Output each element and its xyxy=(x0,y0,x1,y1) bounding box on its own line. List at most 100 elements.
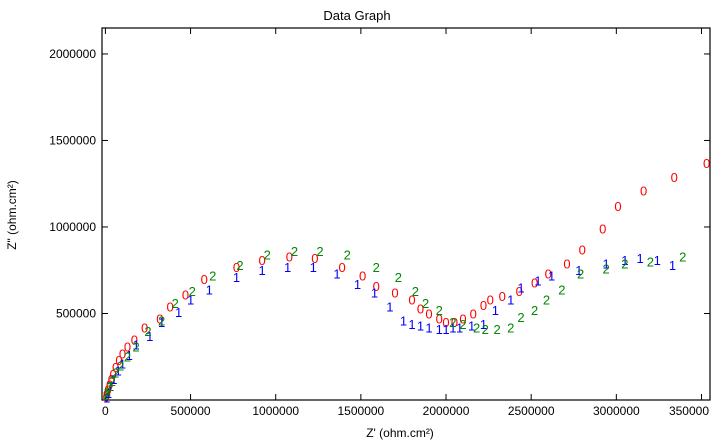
data-point-2: 2 xyxy=(344,248,351,263)
data-point-2: 2 xyxy=(482,322,489,337)
x-tick-label: 3000000 xyxy=(593,404,640,418)
data-point-2: 2 xyxy=(103,388,110,403)
data-point-1: 1 xyxy=(436,322,443,337)
data-point-1: 1 xyxy=(637,251,644,266)
data-point-1: 1 xyxy=(354,277,361,292)
data-point-1: 1 xyxy=(175,305,182,320)
data-point-0: 0 xyxy=(339,260,346,275)
data-point-0: 0 xyxy=(531,275,538,290)
data-point-0: 0 xyxy=(614,199,621,214)
data-point-1: 1 xyxy=(417,319,424,334)
data-point-1: 1 xyxy=(371,286,378,301)
data-point-2: 2 xyxy=(158,313,165,328)
data-point-0: 0 xyxy=(408,293,415,308)
data-point-0: 0 xyxy=(104,383,111,398)
x-axis-ticks: 0 500000 1000000 1500000 2000000 2500000 30000… xyxy=(102,28,709,418)
data-point-1: 1 xyxy=(132,338,139,353)
data-point-1: 1 xyxy=(115,364,122,379)
data-point-2: 2 xyxy=(459,317,466,332)
data-point-0: 0 xyxy=(671,170,678,185)
x-tick-label: 1000000 xyxy=(252,404,299,418)
data-point-2: 2 xyxy=(236,258,243,273)
data-point-1: 1 xyxy=(258,263,265,278)
data-point-0: 0 xyxy=(201,272,208,287)
data-point-1: 1 xyxy=(408,317,415,332)
data-point-2: 2 xyxy=(189,284,196,299)
data-point-0: 0 xyxy=(373,279,380,294)
x-tick-label: 1500000 xyxy=(338,404,385,418)
data-point-0: 0 xyxy=(487,293,494,308)
y-tick-label: 500000 xyxy=(56,306,96,320)
data-point-2: 2 xyxy=(264,248,271,263)
data-point-1: 1 xyxy=(206,282,213,297)
data-point-2: 2 xyxy=(132,339,139,354)
data-point-0: 0 xyxy=(286,249,293,264)
plot-frame xyxy=(101,27,711,401)
data-point-1: 1 xyxy=(480,317,487,332)
data-point-0: 0 xyxy=(640,184,647,199)
data-point-2: 2 xyxy=(106,379,113,394)
data-point-0: 0 xyxy=(516,284,523,299)
data-point-0: 0 xyxy=(115,353,122,368)
data-point-1: 1 xyxy=(126,348,133,363)
data-point-1: 1 xyxy=(400,313,407,328)
data-point-2: 2 xyxy=(436,303,443,318)
data-point-2: 2 xyxy=(531,303,538,318)
data-point-2: 2 xyxy=(422,296,429,311)
data-point-1: 1 xyxy=(654,253,661,268)
data-point-2: 2 xyxy=(412,284,419,299)
data-point-0: 0 xyxy=(103,386,110,401)
data-point-1: 1 xyxy=(386,300,393,315)
data-point-1: 1 xyxy=(602,256,609,271)
x-tick-label: 2500000 xyxy=(508,404,555,418)
data-point-0: 0 xyxy=(599,222,606,237)
y-tick-label: 2000000 xyxy=(49,47,96,61)
x-tick-label: 0 xyxy=(102,404,109,418)
data-point-0: 0 xyxy=(563,256,570,271)
data-point-0: 0 xyxy=(436,312,443,327)
data-point-0: 0 xyxy=(359,268,366,283)
data-point-0: 0 xyxy=(311,251,318,266)
data-point-1: 1 xyxy=(310,260,317,275)
data-point-1: 1 xyxy=(146,329,153,344)
data-point-1: 1 xyxy=(507,293,514,308)
data-point-2: 2 xyxy=(144,324,151,339)
data-point-0: 0 xyxy=(545,267,552,282)
data-point-0: 0 xyxy=(442,315,449,330)
data-point-1: 1 xyxy=(105,386,112,401)
data-point-1: 1 xyxy=(103,390,110,405)
data-point-2: 2 xyxy=(507,320,514,335)
data-point-2: 2 xyxy=(117,358,124,373)
data-point-2: 2 xyxy=(473,320,480,335)
data-point-2: 2 xyxy=(172,296,179,311)
data-point-0: 0 xyxy=(106,377,113,392)
data-point-2: 2 xyxy=(104,384,111,399)
data-point-2: 2 xyxy=(109,374,116,389)
data-point-1: 1 xyxy=(468,319,475,334)
data-point-1: 1 xyxy=(425,320,432,335)
data-point-1: 1 xyxy=(119,357,126,372)
data-point-1: 1 xyxy=(442,322,449,337)
data-point-2: 2 xyxy=(291,244,298,259)
data-point-2: 2 xyxy=(577,267,584,282)
data-point-1: 1 xyxy=(110,372,117,387)
data-point-0: 0 xyxy=(451,315,458,330)
data-point-2: 2 xyxy=(621,256,628,271)
y-tick-label: 1500000 xyxy=(49,133,96,147)
data-point-1: 1 xyxy=(333,267,340,282)
data-point-2: 2 xyxy=(558,282,565,297)
data-point-2: 2 xyxy=(543,293,550,308)
data-point-0: 0 xyxy=(108,372,115,387)
chart-title: Data Graph xyxy=(323,8,390,23)
data-point-1: 1 xyxy=(456,320,463,335)
data-point-0: 0 xyxy=(417,301,424,316)
data-point-1: 1 xyxy=(284,260,291,275)
data-point-1: 1 xyxy=(548,268,555,283)
data-point-1: 1 xyxy=(187,293,194,308)
data-point-2: 2 xyxy=(449,315,456,330)
data-point-1: 1 xyxy=(517,281,524,296)
